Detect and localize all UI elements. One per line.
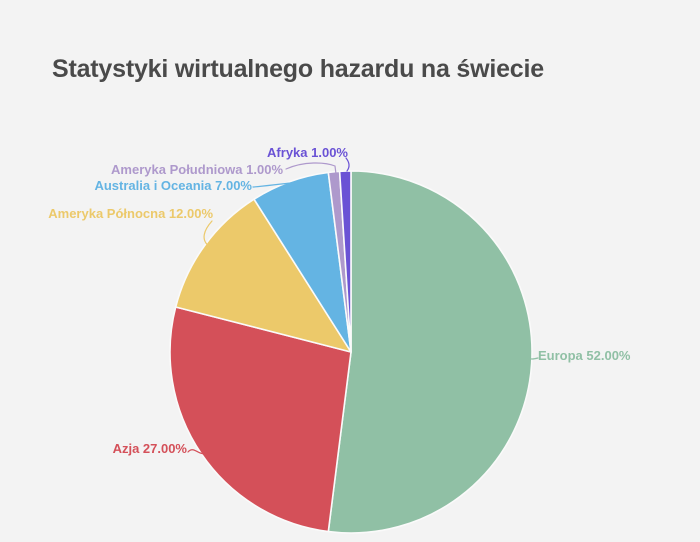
pie-label-ameryka-poludniowa: Ameryka Południowa 1.00%: [111, 162, 283, 177]
pie-leader-line-afryka: [345, 157, 350, 172]
pie-label-afryka: Afryka 1.00%: [267, 145, 348, 160]
pie-label-ameryka-polnocna: Ameryka Północna 12.00%: [48, 206, 213, 221]
pie-slice-europa[interactable]: [327, 170, 533, 534]
pie-label-azja: Azja 27.00%: [112, 441, 187, 456]
pie-slice-afryka[interactable]: [338, 170, 352, 353]
pie-leader-line-ameryka-południowa: [285, 162, 337, 175]
pie-label-europa: Europa 52.00%: [538, 348, 631, 363]
chart-title: Statystyki wirtualnego hazardu na świeci…: [52, 55, 544, 83]
pie-leader-line-azja: [187, 449, 209, 455]
pie-label-australia-oceania: Australia i Oceania 7.00%: [94, 178, 252, 193]
pie-leader-line-australia-i-oceania: [252, 182, 292, 188]
pie-leader-line-europa: [525, 356, 539, 360]
pie-slice-ameryka-północna[interactable]: [174, 198, 352, 353]
pie-leader-line-ameryka-północna: [203, 220, 213, 248]
